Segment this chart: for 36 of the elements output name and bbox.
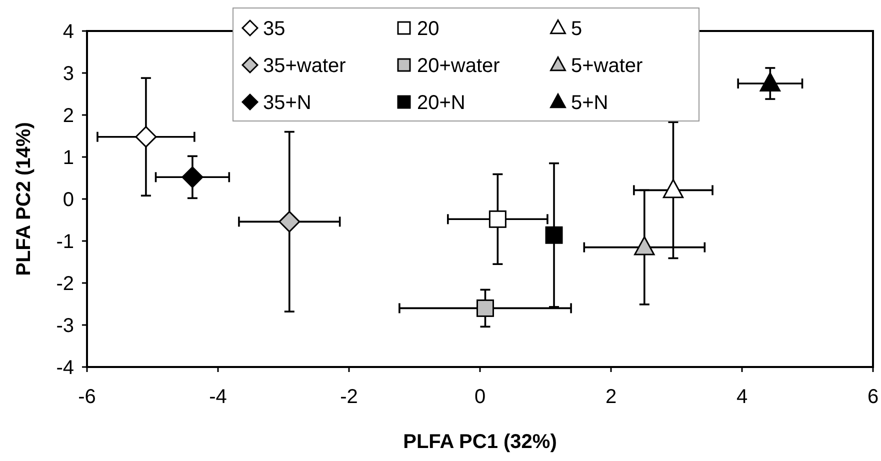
point xyxy=(662,179,684,198)
x-tick-label: -6 xyxy=(78,386,96,408)
legend-label: 20 xyxy=(417,18,440,40)
y-tick-label: -4 xyxy=(56,357,74,379)
x-tick-label: 6 xyxy=(867,386,879,408)
x-axis-title: PLFA PC1 (32%) xyxy=(403,431,557,453)
legend-label: 5+N xyxy=(571,92,608,114)
point xyxy=(476,299,494,317)
legend-label: 20+N xyxy=(417,92,466,114)
point xyxy=(545,226,563,244)
x-tick-label: 2 xyxy=(605,386,617,408)
point xyxy=(634,236,655,256)
x-tick-label: -2 xyxy=(340,386,358,408)
y-tick-label: -3 xyxy=(56,315,74,337)
legend-label: 35 xyxy=(263,18,286,40)
point xyxy=(135,126,157,148)
y-tick-label: -2 xyxy=(56,273,74,295)
point xyxy=(278,210,300,232)
point xyxy=(182,166,204,188)
legend-label: 5 xyxy=(571,18,582,40)
y-tick-label: 3 xyxy=(62,63,74,85)
y-tick-label: 4 xyxy=(62,21,74,43)
legend-label: 5+water xyxy=(571,55,644,77)
x-tick-label: 0 xyxy=(474,386,486,408)
legend-label: 35+water xyxy=(263,55,346,77)
y-tick-label: -1 xyxy=(56,231,74,253)
y-tick-label: 0 xyxy=(62,189,74,211)
legend-label: 35+N xyxy=(263,92,312,114)
x-tick-label: -4 xyxy=(209,386,227,408)
x-tick-label: 4 xyxy=(736,386,748,408)
y-tick-label: 1 xyxy=(62,147,74,169)
point xyxy=(760,72,781,92)
y-tick-label: 2 xyxy=(62,105,74,127)
point xyxy=(488,210,506,228)
y-axis-title: PLFA PC2 (14%) xyxy=(13,122,35,276)
legend-label: 20+water xyxy=(417,55,500,77)
